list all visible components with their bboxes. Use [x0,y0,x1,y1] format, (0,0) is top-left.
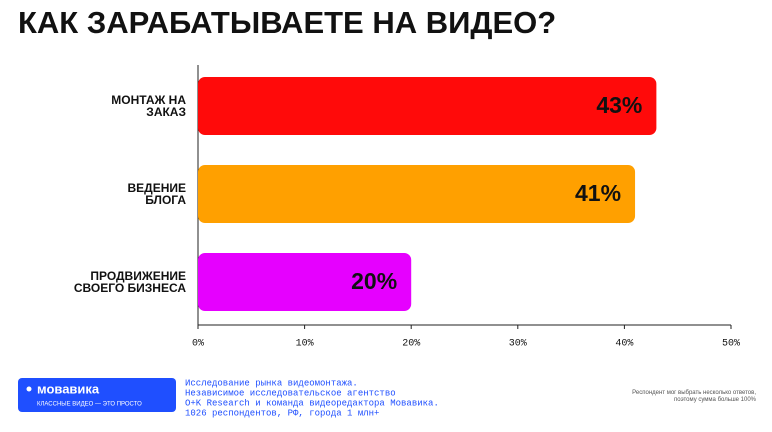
x-tick-label: 50% [722,339,740,350]
x-tick-label: 40% [615,339,633,350]
category-label: ВЕДЕНИЕ БЛОГА [127,181,186,207]
x-tick-label: 0% [192,339,204,350]
chart-title: КАК ЗАРАБАТЫВАЕТЕ НА ВИДЕО? [18,5,556,40]
source-line: Независимое исследовательское агентство [185,388,396,398]
value-label: 20% [351,268,397,294]
bar [198,253,412,311]
bar [198,165,636,223]
x-tick-label: 20% [402,339,420,350]
x-tick-label: 30% [509,339,527,350]
logo-name: мовавика [37,381,100,396]
source-line: O+K Research и команда видеоредактора Мо… [185,398,439,408]
source-line: 1026 респондентов, РФ, города 1 млн+ [185,408,379,418]
x-tick-label: 10% [296,339,314,350]
bar [198,77,657,135]
category-label: МОНТАЖ НА ЗАКАЗ [111,93,186,119]
value-label: 43% [596,92,642,118]
note: Респондент мог выбрать несколько ответов… [632,390,756,403]
value-label: 41% [575,180,621,206]
category-label: ПРОДВИЖЕНИЕ СВОЕГО БИЗНЕСА [73,269,186,295]
logo-icon [26,386,32,392]
logo [18,378,176,412]
source-line: Исследование рынка видеомонтажа. [185,378,358,388]
logo-tagline: КЛАССНЫЕ ВИДЕО — ЭТО ПРОСТО [37,402,142,408]
